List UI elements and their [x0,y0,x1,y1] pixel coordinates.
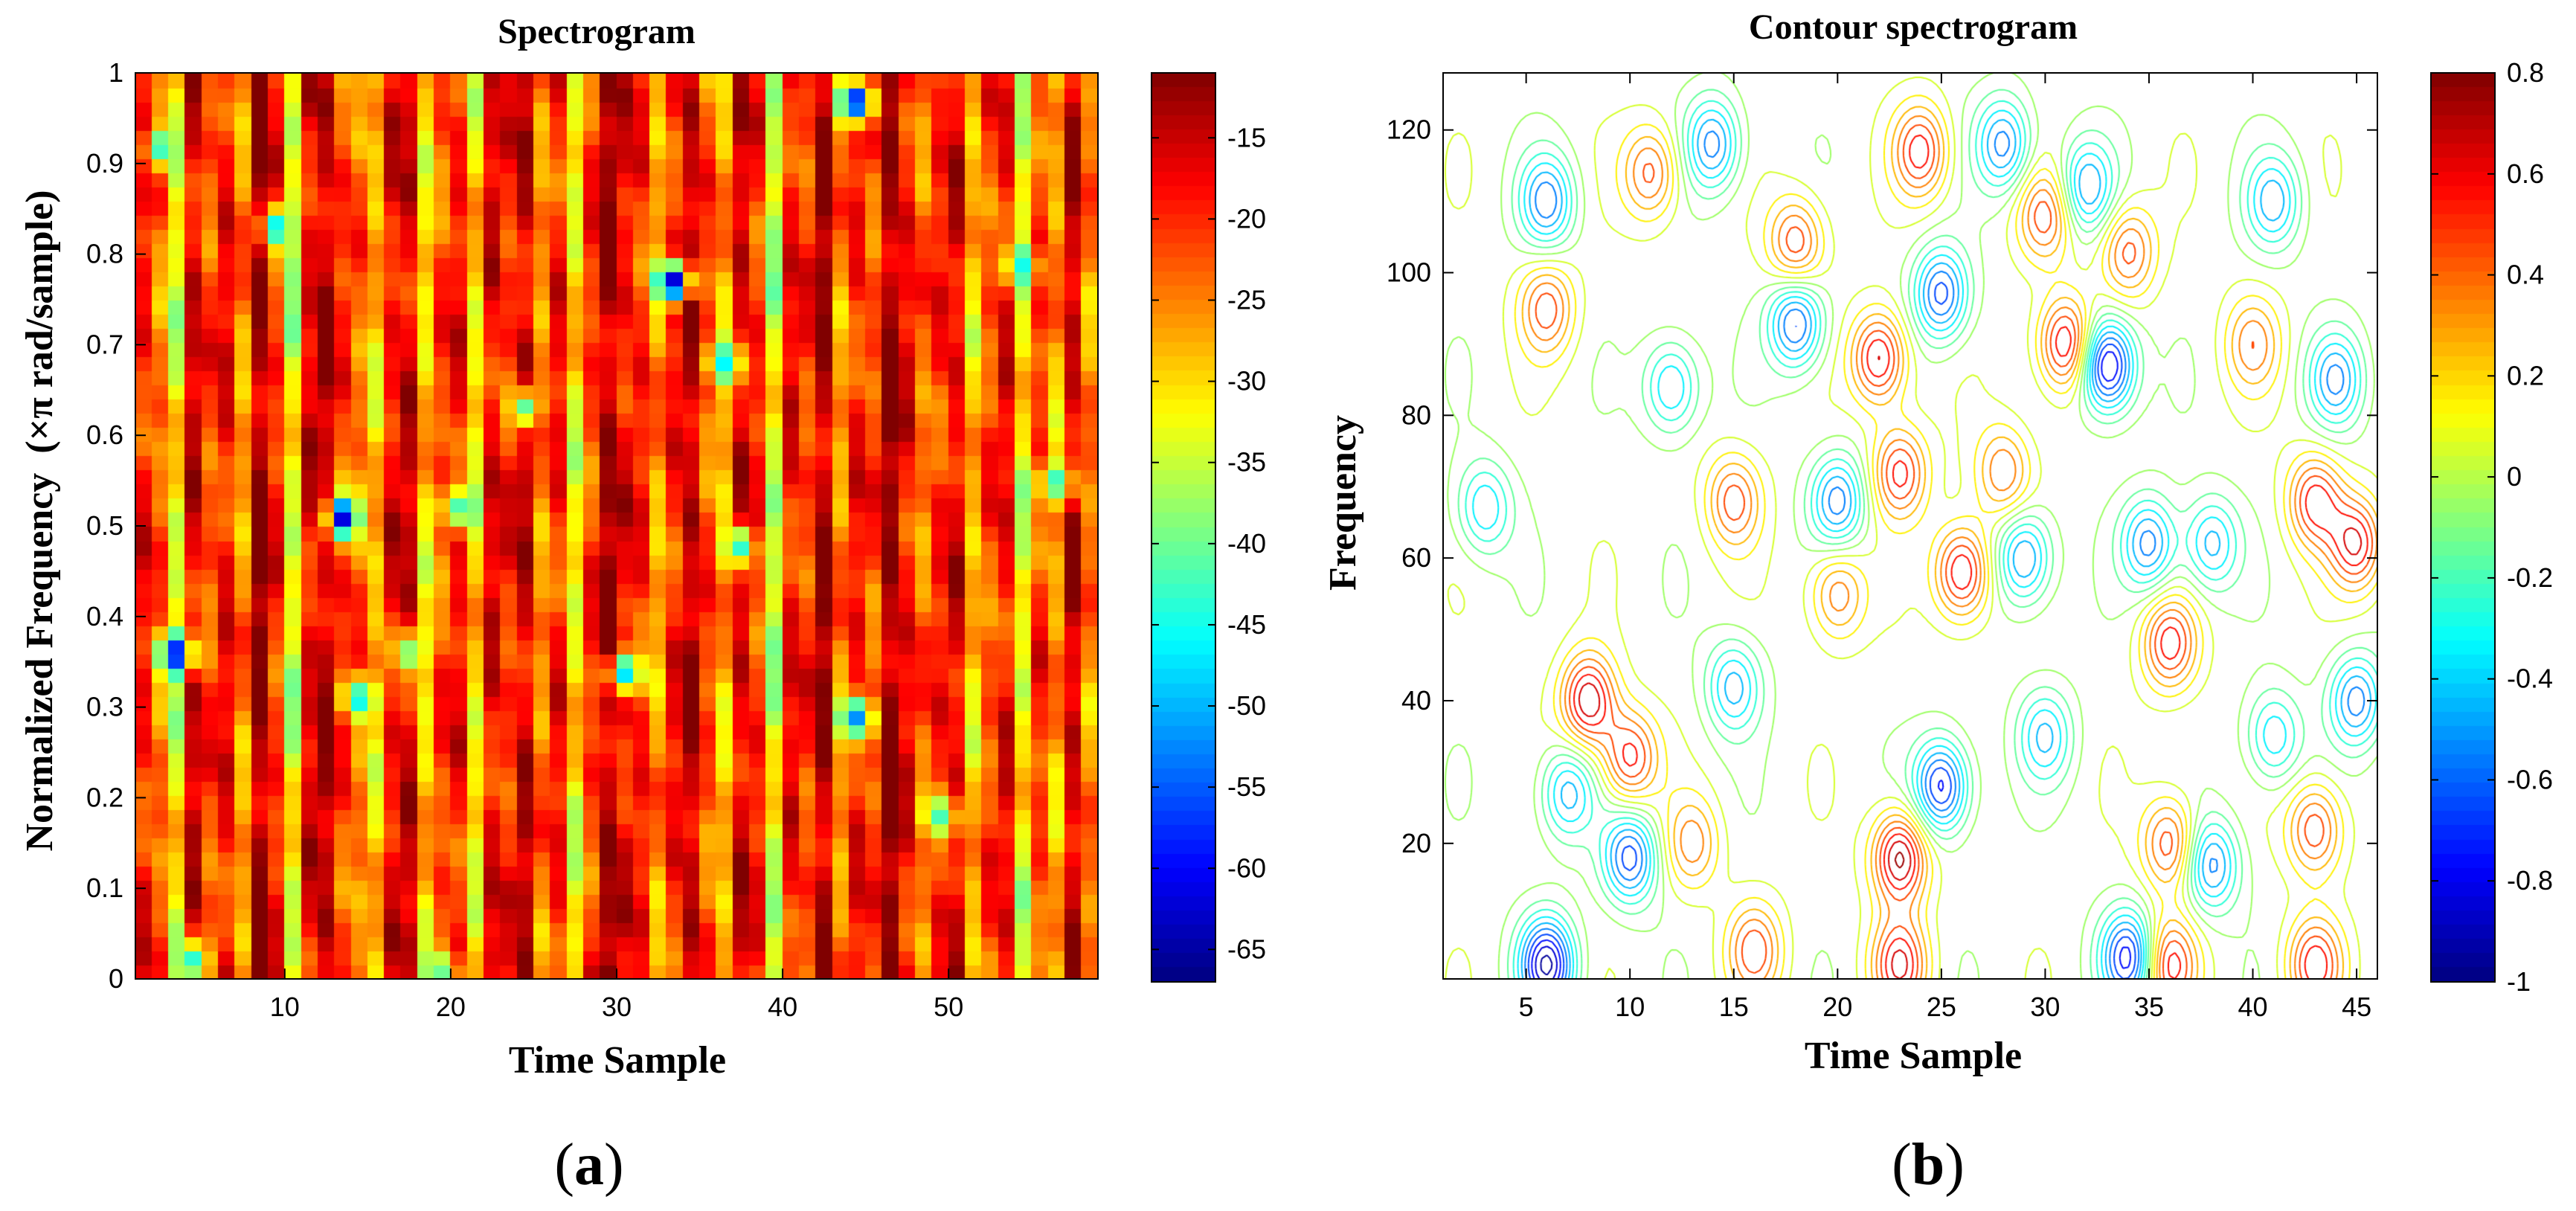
panel-a-colorbar-tick-label: -30 [1227,366,1266,396]
panel-a-colorbar-tick-label: -15 [1227,122,1266,152]
panel-a-colorbar-tick-label: -50 [1227,690,1266,721]
panel-a-colorbar-ticks: -15 -20 -25 -30 -35 -40 -45 -50 -55 -60 -65 [1152,122,1266,964]
panel-b-x-tick-label: 10 [1615,992,1645,1022]
panel-a-label: (a) [554,1132,623,1198]
panel-b-y-label: Frequency [1322,415,1364,591]
panel-a-x-tick-label: 10 [270,992,300,1022]
panel-a-x-tick-label: 30 [602,992,632,1022]
panel-b-y-tick-label: 20 [1401,828,1431,858]
panel-b-x-tick-label: 20 [1822,992,1852,1022]
panel-a: Spectrogram 10 20 30 40 50 00.10.20.30.40.50… [19,12,1266,1198]
panel-a-y-tick-label: 0.8 [86,239,123,269]
panel-b-title: Contour spectrogram [1749,7,2078,47]
panel-a-y-tick-label: 1 [109,57,123,88]
panel-b-contours [1443,73,2377,979]
panel-b-colorbar-frame [2430,72,2496,983]
panel-a-y-tick-label: 0 [109,963,123,994]
panel-b: Contour spectrogram 5 10 15 20 25 30 35 40 45 20… [1322,7,2553,1198]
panel-a-y-tick-label: 0.5 [86,510,123,541]
panel-b-x-tick-label: 25 [1927,992,1956,1022]
panel-a-y-tick-label: 0.2 [86,782,123,812]
panel-a-label-letter: a [574,1132,604,1198]
panel-b-y-tick-label: 120 [1387,115,1431,145]
spectrogram-heatmap [135,73,1098,979]
panel-b-x-tick-label: 45 [2342,992,2371,1022]
panel-b-colorbar-tick-label: -0.8 [2507,865,2553,896]
panel-b-colorbar: 0.8 0.6 0.4 0.2 0 -0.2 -0.4 -0.6 -0.8 -1 [2430,57,2553,997]
panel-b-colorbar-gradient [2431,73,2495,982]
panel-b-x-tick-label: 40 [2238,992,2268,1022]
panel-b-colorbar-tick-label: -1 [2507,966,2531,997]
panel-b-x-tick-label: 30 [2030,992,2060,1022]
panel-b-colorbar-tick-label: 0.2 [2507,360,2544,391]
panel-a-x-label: Time Sample [509,1039,726,1082]
panel-a-y-ticks: 0 0.1 0.2 0.3 0.4 0.5 0.6 0.7 0.8 0.9 1 [86,57,146,994]
panel-a-y-tick-label: 0.6 [86,420,123,450]
panel-b-colorbar-ticks: 0.8 0.6 0.4 0.2 0 -0.2 -0.4 -0.6 -0.8 -1 [2431,57,2553,997]
panel-a-y-tick-label: 0.1 [86,873,123,903]
panel-b-y-tick-label: 80 [1401,399,1431,430]
panel-a-y-tick-label: 0.3 [86,692,123,722]
panel-a-colorbar-tick-label: -60 [1227,852,1266,883]
panel-b-colorbar-tick-label: 0.6 [2507,158,2544,189]
panel-b-colorbar-tick-label: -0.6 [2507,764,2553,794]
panel-b-x-label: Time Sample [1805,1035,2022,1077]
panel-a-colorbar-tick-label: -40 [1227,528,1266,559]
panel-a-title: Spectrogram [498,12,696,51]
panel-a-colorbar-tick-label: -20 [1227,203,1266,234]
panel-a-y-tick-label: 0.7 [86,329,123,359]
panel-a-x-ticks: 10 20 30 40 50 [270,969,963,1022]
panel-b-x-tick-label: 35 [2134,992,2164,1022]
panel-b-colorbar-tick-label: -0.2 [2507,562,2553,593]
panel-a-y-tick-label: 0.4 [86,601,123,632]
panel-b-y-ticks: 20 40 60 80 100 120 [1387,115,2377,858]
panel-a-colorbar-tick-label: -25 [1227,285,1266,315]
panel-a-x-tick-label: 50 [934,992,963,1022]
panel-a-x-tick-label: 40 [768,992,797,1022]
panel-b-y-tick-label: 40 [1401,685,1431,716]
panel-b-label: (b) [1892,1132,1965,1198]
contour-lines [1443,73,2377,979]
panel-a-colorbar-tick-label: -65 [1227,934,1266,964]
panel-b-colorbar-tick-label: 0 [2507,461,2522,492]
panel-b-label-letter: b [1912,1132,1945,1198]
panel-a-colorbar: -15 -20 -25 -30 -35 -40 -45 -50 -55 -60 -65 [1151,72,1266,983]
panel-a-colorbar-frame [1151,72,1216,983]
panel-a-colorbar-tick-label: -55 [1227,771,1266,802]
panel-a-colorbar-tick-label: -35 [1227,447,1266,478]
panel-b-colorbar-tick-label: 0.8 [2507,57,2544,88]
panel-a-colorbar-tick-label: -45 [1227,609,1266,640]
panel-a-y-label: Normalized Frequency (×π rad/sample) [19,190,61,851]
panel-b-colorbar-tick-label: 0.4 [2507,260,2544,290]
panel-a-x-tick-label: 20 [436,992,466,1022]
panel-a-y-tick-label: 0.9 [86,148,123,179]
panel-b-x-tick-label: 15 [1719,992,1749,1022]
panel-b-y-tick-label: 60 [1401,542,1431,573]
panel-b-x-tick-label: 5 [1519,992,1534,1022]
panel-a-heatmap [135,73,1098,979]
panel-a-colorbar-gradient [1152,73,1215,982]
panel-b-colorbar-tick-label: -0.4 [2507,664,2553,694]
panel-b-axes-frame [1442,72,2378,980]
panel-b-x-ticks: 5 10 15 20 25 30 35 40 45 [1519,73,2371,1022]
panel-b-y-tick-label: 100 [1387,257,1431,288]
